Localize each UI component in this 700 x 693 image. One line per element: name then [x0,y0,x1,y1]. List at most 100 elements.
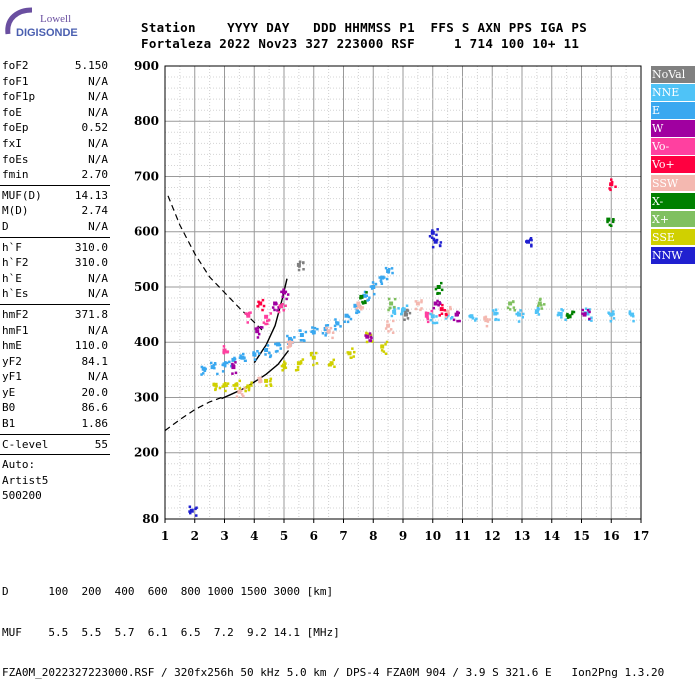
echo-dot [368,296,371,299]
echo-dot [383,276,386,279]
echo-dot [218,386,222,390]
data-point [287,336,292,341]
param-value: 20.0 [81,385,109,399]
echo-dot [329,326,333,330]
param-name: h`E [2,271,22,285]
echo-dot [393,305,396,309]
echo-dot [235,382,239,385]
param-separator [0,433,110,435]
echo-dot [275,302,278,305]
logo-line1: Lowell [40,13,71,25]
echo-dot [378,276,381,279]
chart-grid [164,65,642,520]
echo-dot [400,311,404,315]
echo-dot [359,306,362,310]
echo-dot [286,293,290,296]
echo-dot [435,321,439,325]
auto-scaling-line: Artist5 [2,473,49,487]
echo-dot [371,281,375,284]
echo-dot [537,313,541,316]
echo-dot [494,317,498,321]
series-sse [212,331,389,393]
echo-dot [232,358,235,361]
echo-dot [606,220,609,224]
echo-dot [435,233,438,237]
data-point [630,312,635,317]
x-tick-label: 11 [454,529,471,543]
echo-dot [508,308,512,311]
echo-dot [560,316,563,319]
echo-dot [393,297,397,301]
echo-dot [609,320,613,323]
echo-dot [349,317,353,321]
echo-dot [435,238,439,242]
echo-dot [497,318,500,322]
series-x [359,217,615,319]
echo-dot [232,364,236,367]
x-tick-label: 1 [161,529,169,543]
echo-dot [519,309,522,312]
echo-dot [285,297,288,301]
echo-dot [365,331,368,335]
echo-dot [309,352,313,355]
echo-dot [367,298,370,301]
data-point [436,285,441,289]
y-tick-label: 600 [134,225,159,239]
echo-dot [612,310,615,313]
echo-dot [609,188,612,192]
echo-dot [277,310,281,314]
param-value: 2.70 [81,168,109,182]
data-point [526,239,530,244]
echo-dot [334,328,337,331]
legend-item-vo: Vo- [651,138,695,155]
echo-dot [393,312,397,315]
echo-dot [430,309,433,313]
polarization-legend: NoVal NNE E W Vo- Vo+ SSW X- X+ SSE NNW [651,66,695,265]
echo-dot [389,328,393,331]
echo-dot [512,306,516,309]
echo-dot [301,358,305,361]
echo-dot [346,320,350,324]
echo-dot [188,510,191,513]
echo-dot [333,324,337,328]
echo-dot [540,304,543,307]
echo-dot [221,385,224,388]
echo-dot [488,318,491,321]
echo-dot [280,364,284,368]
echo-dot [484,315,488,319]
echo-dot [257,332,261,336]
echo-dot [282,288,285,291]
echo-dot [281,369,284,372]
echo-dot [250,384,253,387]
data-point [213,382,218,387]
echo-dot [438,314,441,317]
param-name: foEp [2,121,29,135]
lowell-digisonde-logo: Lowell DIGISONDE [5,7,78,39]
data-point [517,312,521,317]
echo-dot [279,347,282,350]
echo-dot [281,295,284,299]
echo-dot [239,354,242,357]
data-point [299,333,304,337]
echo-dot [257,300,260,304]
echo-dot [266,344,270,347]
logo-swoosh [5,7,33,35]
data-point [558,312,563,316]
echo-dot [343,320,346,323]
echo-dot [304,330,308,334]
echo-dot [485,324,489,328]
param-name: foE [2,105,22,119]
param-value: N/A [88,271,108,285]
data-point [365,334,370,339]
echo-dot [471,316,475,320]
series-vo [256,178,617,317]
echo-dot [214,363,217,366]
echo-dot [439,241,443,244]
echo-dot [281,303,284,306]
echo-dot [506,306,510,309]
param-value: 55 [94,437,108,451]
echo-dot [515,312,518,316]
echo-dot [283,360,286,363]
echo-dot [224,361,227,364]
param-name: M(D) [2,204,29,218]
